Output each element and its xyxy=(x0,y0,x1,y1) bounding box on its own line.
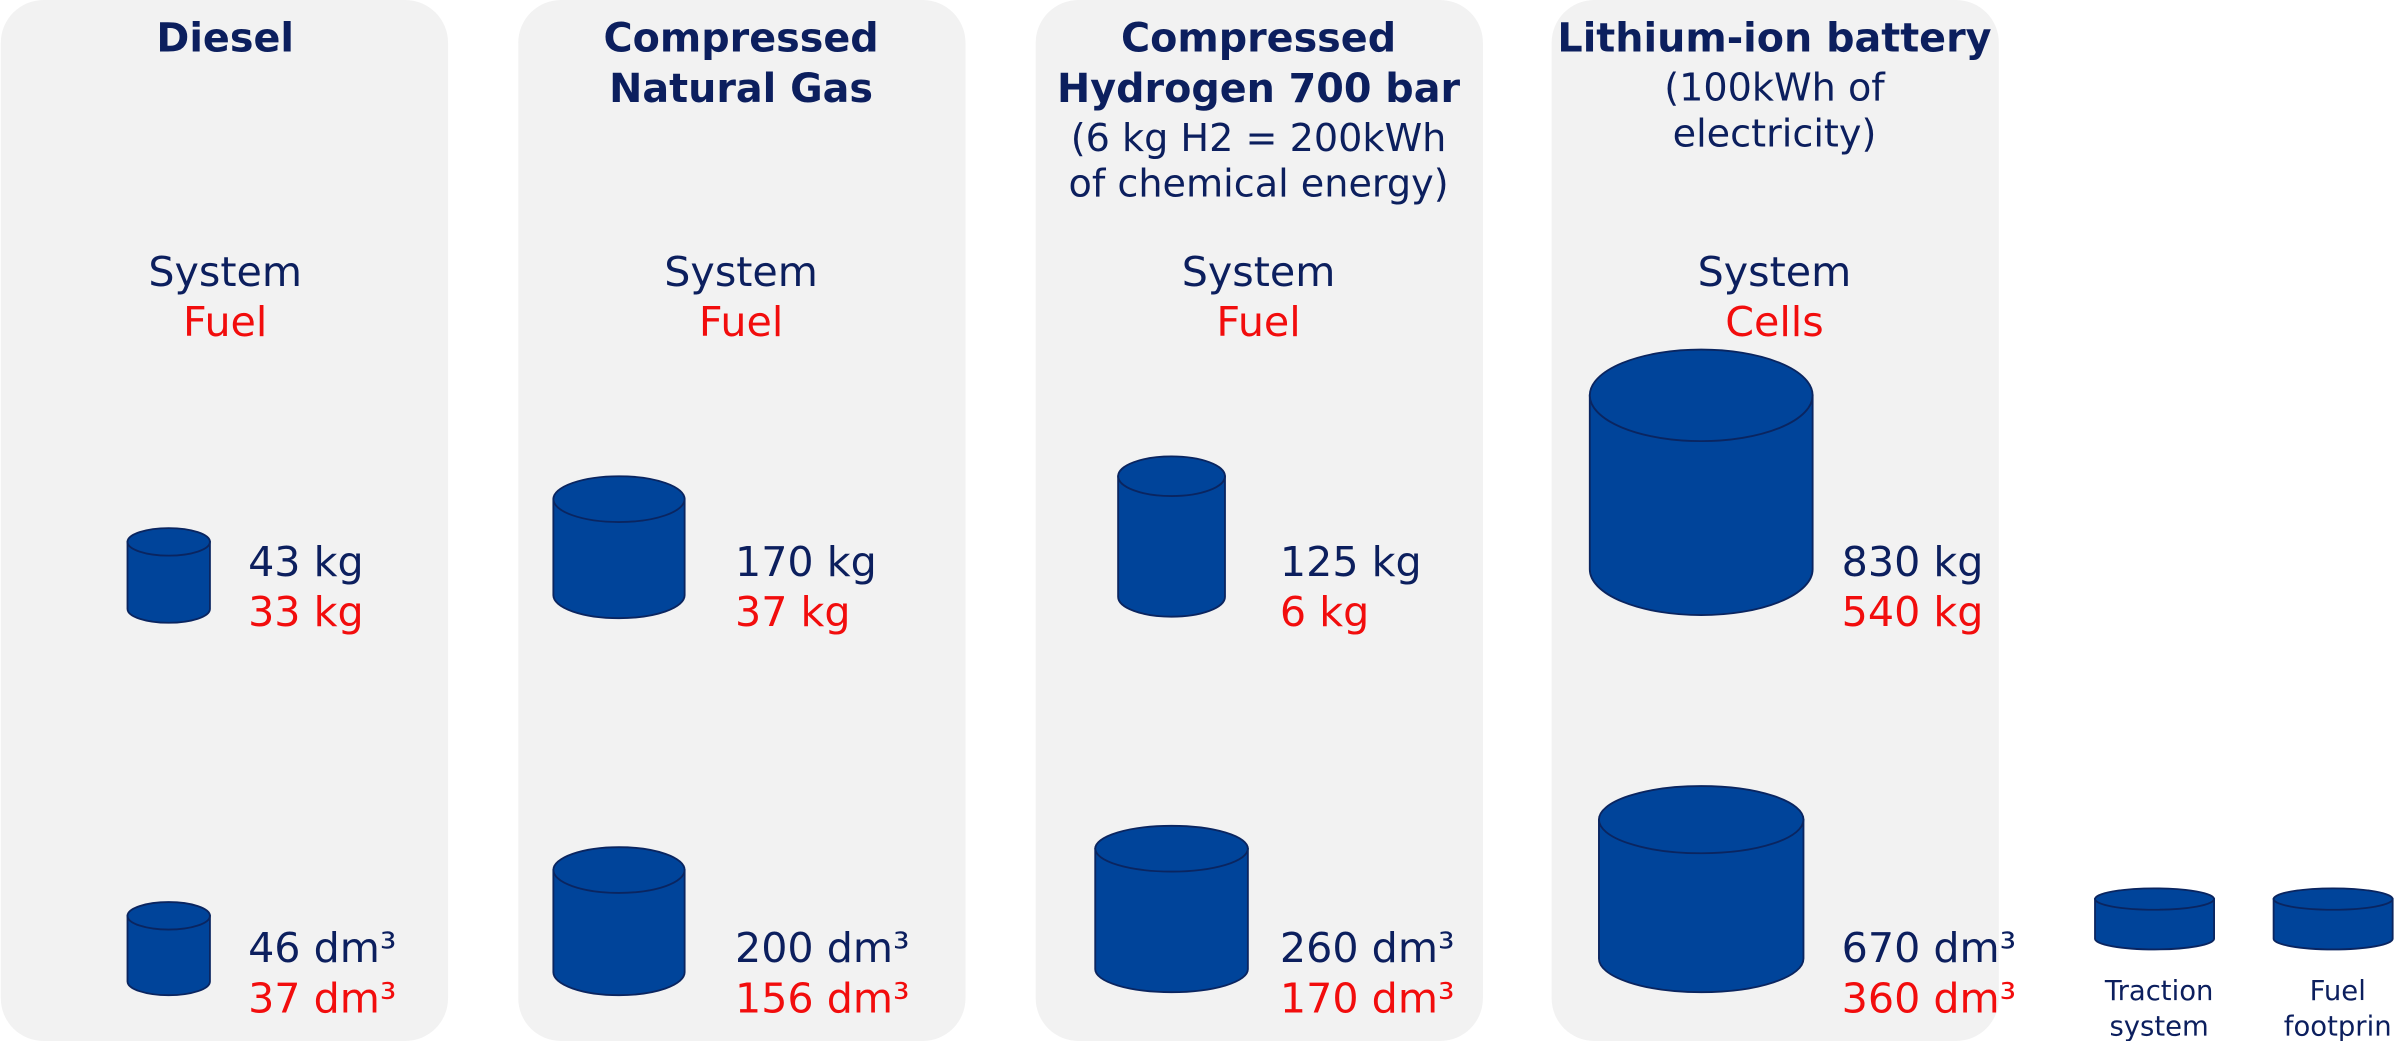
cylinder-top xyxy=(1598,785,1805,855)
cylinder-top xyxy=(2272,887,2394,911)
panel-title: Lithium-ion battery xyxy=(1557,16,1991,62)
cylinder-top xyxy=(552,846,686,894)
panel xyxy=(0,0,449,1041)
cylinder-top xyxy=(1588,348,1814,443)
panel-subtitle: electricity) xyxy=(1673,111,1877,155)
system-label: System xyxy=(1182,248,1336,296)
system-label: System xyxy=(1698,248,1852,296)
panel-title: Diesel xyxy=(156,16,294,62)
volume-system: 200 dm³ xyxy=(735,924,910,972)
mass-system: 43 kg xyxy=(248,538,364,586)
panel xyxy=(1035,0,1483,1041)
panel xyxy=(518,0,966,1041)
cylinder-body xyxy=(1588,394,1814,617)
cylinder-body xyxy=(552,869,686,997)
mass-system: 125 kg xyxy=(1280,538,1422,586)
cylinder-top xyxy=(2094,887,2215,911)
legend-label: Fuel xyxy=(2310,976,2366,1007)
cylinder-top xyxy=(1094,824,1249,873)
panel-title: Natural Gas xyxy=(609,66,873,112)
panel-subtitle: of chemical energy) xyxy=(1069,162,1449,206)
volume-fuel: 360 dm³ xyxy=(1842,974,2017,1022)
fuel-label: Fuel xyxy=(699,298,783,346)
legend-label: footprin xyxy=(2284,1011,2392,1041)
volume-fuel: 170 dm³ xyxy=(1280,974,1455,1022)
volume-fuel: 37 dm³ xyxy=(248,974,396,1022)
panel-subtitle: (100kWh of xyxy=(1664,66,1886,110)
mass-fuel: 540 kg xyxy=(1842,588,1984,636)
mass-fuel: 6 kg xyxy=(1280,588,1369,636)
system-label: System xyxy=(664,248,818,296)
fuel-label: Cells xyxy=(1725,298,1823,346)
cylinder-top xyxy=(126,901,211,931)
mass-fuel: 33 kg xyxy=(248,588,364,636)
system-label: System xyxy=(148,248,302,296)
mass-fuel: 37 kg xyxy=(735,588,851,636)
cylinder-top xyxy=(1117,455,1226,497)
cylinder-body xyxy=(1598,818,1805,994)
mass-system: 170 kg xyxy=(735,538,877,586)
cylinder-body xyxy=(1117,475,1226,618)
fuel-label: Fuel xyxy=(183,298,267,346)
panel-title: Compressed xyxy=(604,16,879,62)
volume-system: 46 dm³ xyxy=(248,924,396,972)
cylinder-body xyxy=(552,498,686,620)
fuel-label: Fuel xyxy=(1216,298,1300,346)
panel-title: Compressed xyxy=(1121,16,1396,62)
mass-system: 830 kg xyxy=(1842,538,1984,586)
legend-label: Traction xyxy=(2104,976,2214,1007)
volume-fuel: 156 dm³ xyxy=(735,974,910,1022)
cylinder-top xyxy=(552,475,686,523)
cylinder-body xyxy=(126,914,211,997)
legend-label: system xyxy=(2109,1011,2208,1041)
cylinder-top xyxy=(126,527,211,557)
volume-system: 670 dm³ xyxy=(1842,924,2017,972)
panel-subtitle: (6 kg H2 = 200kWh xyxy=(1071,116,1447,160)
cylinder-body xyxy=(2094,898,2215,951)
cylinder-body xyxy=(1094,847,1249,994)
volume-system: 260 dm³ xyxy=(1280,924,1455,972)
cylinder-body xyxy=(126,540,211,624)
panel-title: Hydrogen 700 bar xyxy=(1057,66,1460,112)
cylinder-body xyxy=(2272,898,2394,951)
